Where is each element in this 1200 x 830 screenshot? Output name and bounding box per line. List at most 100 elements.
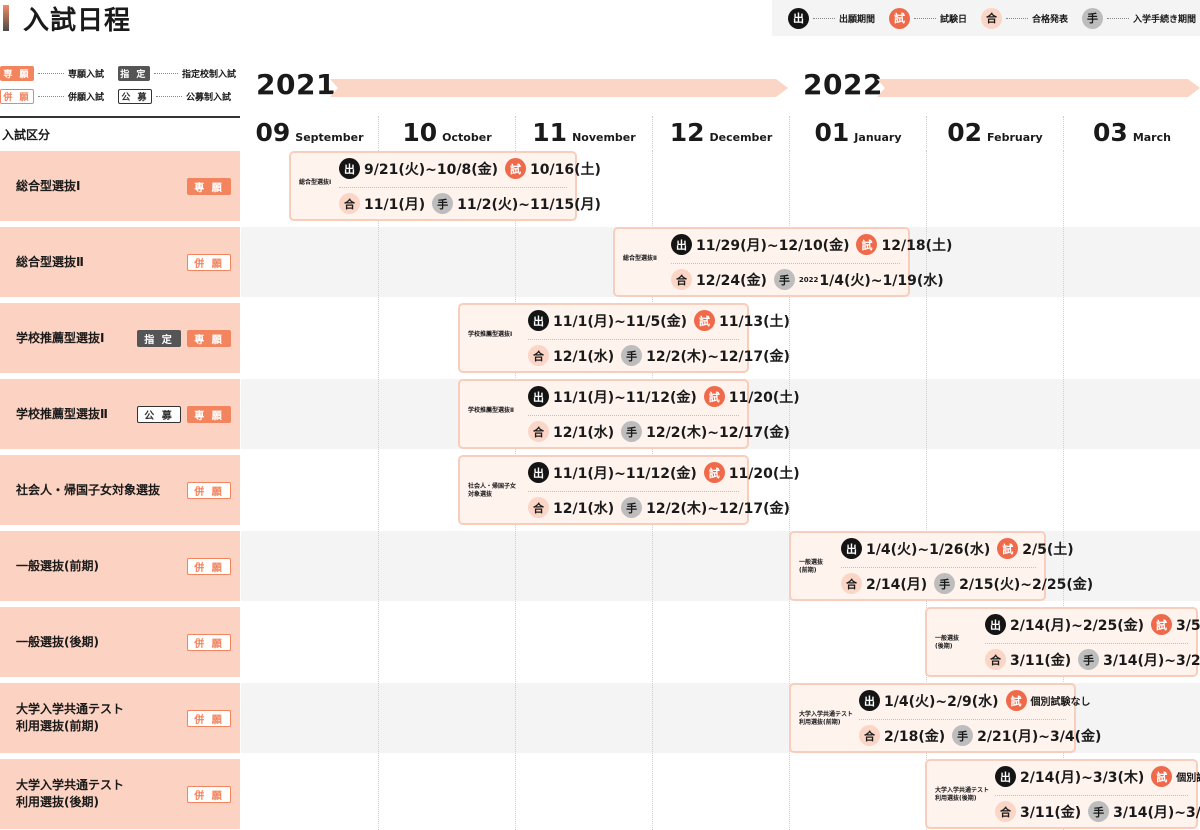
schedule-box: 大学入学共通テスト 利用選抜(後期) 出2/14(月)~3/3(木) 試個別試験なし… bbox=[925, 759, 1200, 829]
schedule-box: 学校推薦型選抜Ⅰ 出 11/1(月)~11/5(金) 試 11/13(土) 合 12/1(水… bbox=[458, 303, 790, 373]
exam-category-row: 大学入学共通テスト 利用選抜(後期) 併 願 bbox=[0, 759, 240, 829]
exam-icon: 試 bbox=[1005, 690, 1027, 711]
schedule-box: 一般選抜 (後期) 出2/14(月)~2/25(金) 試3/5(土) 合3/11(金)… bbox=[925, 607, 1200, 677]
exam-category-row: 大学入学共通テスト 利用選抜(前期) 併 願 bbox=[0, 683, 240, 753]
procedure-icon: 手 bbox=[1088, 801, 1110, 822]
month-gridline bbox=[1063, 150, 1064, 830]
schedule-box-label: 大学入学共通テスト 利用選抜(前期) bbox=[799, 711, 854, 726]
exam-date: 11/20(土) bbox=[728, 465, 800, 482]
leader-dots bbox=[156, 95, 182, 97]
month-column-header: 01 January bbox=[789, 116, 926, 148]
pass-icon: 合 bbox=[528, 345, 549, 366]
apply-period: 11/1(月)~11/12(金) bbox=[553, 389, 697, 406]
exam-type-tags: 専 願 bbox=[187, 151, 231, 221]
leader-dots bbox=[38, 95, 64, 97]
schedule-divider bbox=[841, 567, 1036, 568]
schedule-box-label: 学校推薦型選抜Ⅱ bbox=[468, 407, 514, 414]
legend-label: 試験日 bbox=[940, 14, 968, 25]
exam-icon: 試 bbox=[1151, 766, 1173, 787]
schedule-box: 学校推薦型選抜Ⅱ 出 11/1(月)~11/12(金) 試 11/20(土) 合 12/1(… bbox=[458, 379, 800, 449]
tag-heigan: 併 願 bbox=[187, 481, 231, 499]
exam-type-tags: 併 願 bbox=[187, 759, 231, 829]
year-label-2022: 2022 bbox=[803, 68, 883, 101]
procedure-period: 12/2(木)~12/17(金) bbox=[646, 424, 790, 441]
procedure-icon: 手 bbox=[1082, 7, 1104, 29]
tag-senkan: 専 願 bbox=[187, 405, 231, 423]
procedure-icon: 手 bbox=[773, 269, 795, 290]
legend-item-procedure: 手 入学手続き期間 bbox=[1082, 7, 1197, 29]
exam-category-name: 学校推薦型選抜Ⅰ bbox=[16, 330, 105, 345]
procedure-icon: 手 bbox=[432, 193, 454, 214]
month-gridline bbox=[378, 150, 379, 830]
exam-category-row: 総合型選抜Ⅰ 専 願 bbox=[0, 151, 240, 221]
leader-dots bbox=[813, 17, 835, 19]
exam-type-tags: 指 定専 願 bbox=[137, 303, 231, 373]
tag-senkan: 専 願 bbox=[187, 177, 231, 195]
procedure-period: 11/2(火)~11/15(月) bbox=[457, 196, 601, 213]
title-accent-bar bbox=[3, 5, 9, 31]
procedure-icon: 手 bbox=[621, 421, 643, 442]
legend-item-apply: 出 出願期間 bbox=[788, 7, 875, 29]
pass-date: 3/11(金) bbox=[1010, 652, 1072, 669]
column-header: 入試区分 bbox=[2, 128, 51, 142]
tag-legend-label: 併願入試 bbox=[68, 92, 105, 103]
tag-heigan: 併 願 bbox=[187, 785, 231, 803]
exam-category-row: 学校推薦型選抜Ⅱ 公 募専 願 bbox=[0, 379, 240, 449]
procedure-year-prefix: 2022 bbox=[798, 275, 819, 284]
exam-category-row: 一般選抜(後期) 併 願 bbox=[0, 607, 240, 677]
schedule-divider bbox=[985, 643, 1188, 644]
procedure-icon: 手 bbox=[621, 345, 643, 366]
apply-period: 2/14(月)~3/3(木) bbox=[1020, 769, 1145, 786]
month-name: March bbox=[1132, 131, 1171, 144]
pass-icon: 合 bbox=[859, 725, 880, 746]
apply-period: 1/4(火)~2/9(水) bbox=[884, 693, 999, 710]
tag-legend: 専 願 専願入試 指 定 指定校制入試 併 願 併願入試 公 募 公募制入試 bbox=[0, 64, 240, 110]
schedule-divider bbox=[528, 339, 739, 340]
legend-label: 合格発表 bbox=[1032, 14, 1069, 25]
procedure-icon: 手 bbox=[1078, 649, 1100, 670]
exam-category-name: 総合型選抜Ⅰ bbox=[16, 178, 81, 193]
tag-heigan: 併 願 bbox=[187, 557, 231, 575]
month-name: December bbox=[709, 131, 773, 144]
apply-period: 9/21(火)~10/8(金) bbox=[364, 161, 498, 178]
procedure-period: 2/15(火)~2/25(金) bbox=[959, 576, 1094, 593]
schedule-box-label: 大学入学共通テスト 利用選抜(後期) bbox=[935, 787, 990, 802]
month-number: 09 bbox=[255, 118, 291, 147]
apply-icon: 出 bbox=[859, 690, 880, 711]
apply-icon: 出 bbox=[528, 462, 549, 483]
month-name: February bbox=[987, 131, 1043, 144]
exam-icon: 試 bbox=[703, 462, 725, 483]
year-label-2021: 2021 bbox=[256, 68, 336, 101]
month-name: September bbox=[295, 131, 364, 144]
tag-heigan: 併 願 bbox=[187, 633, 231, 651]
exam-category-row: 一般選抜(前期) 併 願 bbox=[0, 531, 240, 601]
pass-icon: 合 bbox=[995, 801, 1016, 822]
exam-icon: 試 bbox=[694, 310, 715, 331]
apply-icon: 出 bbox=[528, 310, 549, 331]
procedure-icon: 手 bbox=[621, 497, 643, 518]
exam-date: 11/13(土) bbox=[719, 313, 790, 330]
procedure-icon: 手 bbox=[934, 573, 956, 594]
month-number: 01 bbox=[814, 118, 850, 147]
pass-icon: 合 bbox=[528, 497, 549, 518]
exam-date: 2/5(土) bbox=[1022, 541, 1074, 558]
exam-icon: 試 bbox=[889, 7, 911, 29]
month-column-header: 12 December bbox=[652, 116, 789, 148]
apply-icon: 出 bbox=[985, 614, 1006, 635]
schedule-divider bbox=[995, 795, 1188, 796]
pass-date: 12/1(水) bbox=[553, 424, 615, 441]
schedule-box-label: 学校推薦型選抜Ⅰ bbox=[468, 331, 513, 338]
apply-period: 11/1(月)~11/12(金) bbox=[553, 465, 697, 482]
legend-item-pass: 合 合格発表 bbox=[981, 7, 1069, 29]
apply-icon: 出 bbox=[671, 234, 692, 255]
tag-legend-item: 指 定 指定校制入試 bbox=[118, 65, 236, 81]
month-number: 02 bbox=[947, 118, 983, 147]
pass-icon: 合 bbox=[981, 7, 1003, 29]
apply-icon: 出 bbox=[841, 538, 862, 559]
tag-shitei: 指 定 bbox=[137, 329, 181, 347]
legend-label: 入学手続き期間 bbox=[1133, 14, 1197, 25]
exam-category-name: 社会人・帰国子女対象選抜 bbox=[16, 482, 161, 497]
exam-category-row: 社会人・帰国子女対象選抜 併 願 bbox=[0, 455, 240, 525]
schedule-box: 総合型選抜Ⅱ 出 11/29(月)~12/10(金) 試 12/18(土) 合 12/24(… bbox=[613, 227, 952, 297]
procedure-period: 2/21(月)~3/4(金) bbox=[977, 728, 1102, 745]
